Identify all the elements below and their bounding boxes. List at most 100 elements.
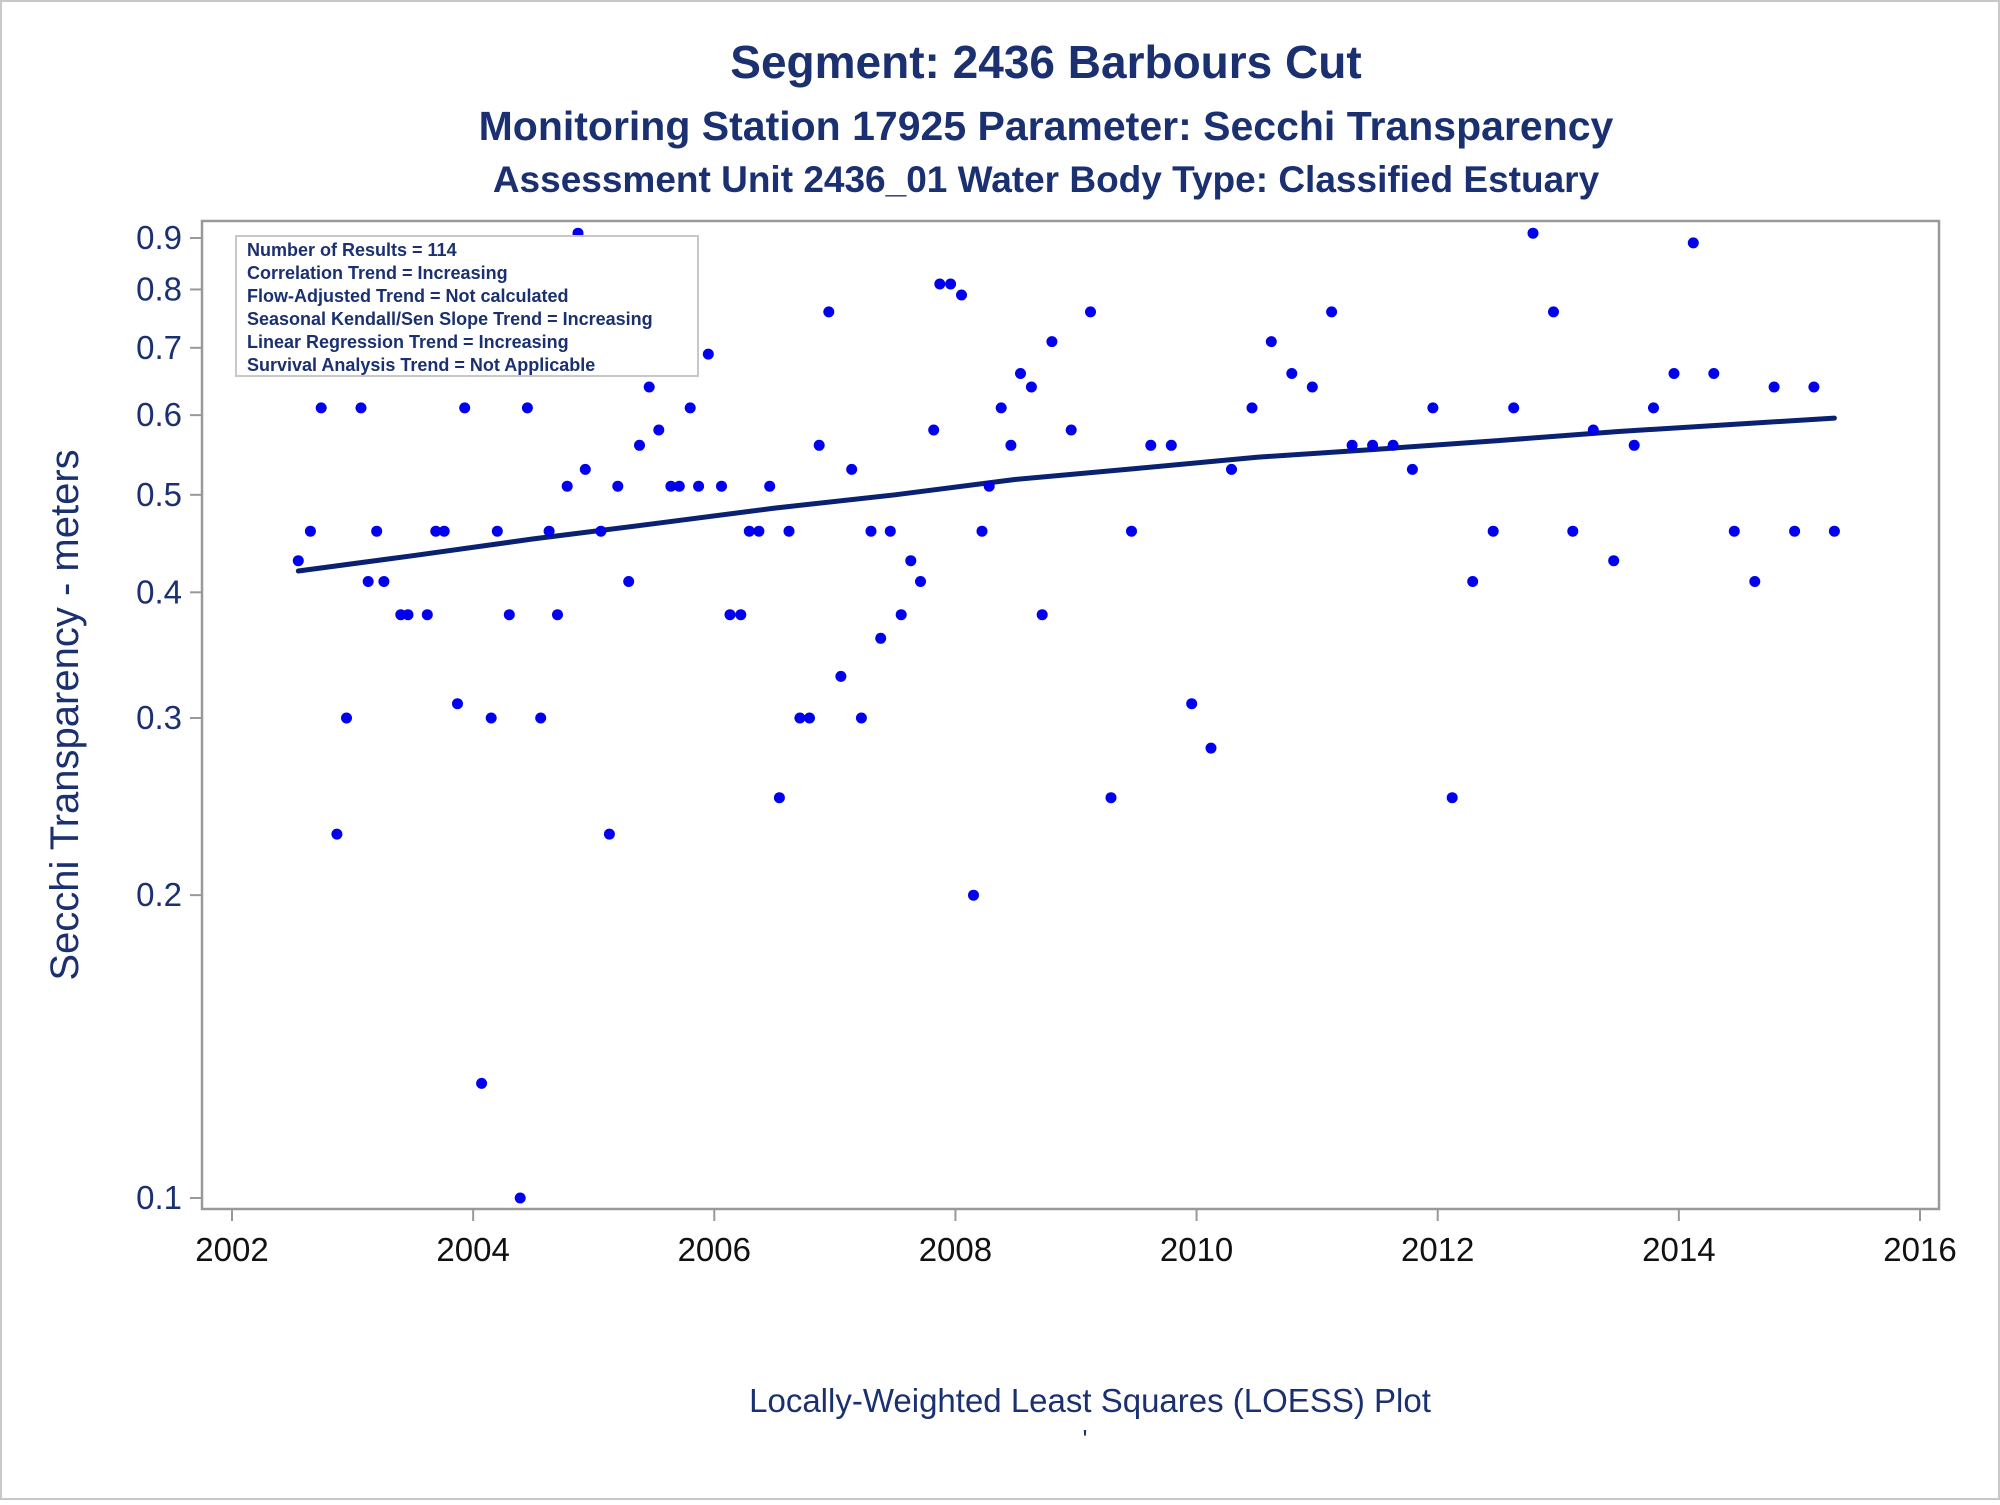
stats-box: Number of Results = 114 Correlation Tren… — [235, 235, 699, 377]
plot-area-frame — [200, 219, 1941, 1211]
data-point — [764, 480, 776, 492]
data-point — [1467, 576, 1479, 587]
data-point — [1508, 402, 1520, 414]
data-point — [724, 609, 736, 621]
data-point — [1036, 609, 1048, 621]
data-point — [378, 576, 390, 587]
data-point — [421, 609, 433, 621]
footnote: Locally-Weighted Least Squares (LOESS) P… — [749, 1382, 1431, 1419]
data-point — [753, 525, 765, 537]
data-point — [1648, 402, 1659, 414]
data-point — [1265, 336, 1277, 348]
data-point — [643, 381, 655, 393]
data-point — [1768, 381, 1780, 393]
data-point — [835, 670, 847, 682]
data-point — [1406, 463, 1418, 475]
data-point — [430, 525, 442, 537]
data-point — [855, 712, 867, 724]
data-point — [1687, 237, 1699, 249]
data-point — [773, 792, 785, 804]
data-point — [928, 424, 940, 436]
data-point — [673, 480, 685, 492]
data-point — [813, 439, 825, 451]
stats-line-results: Number of Results = 114 — [247, 240, 457, 260]
data-point — [684, 402, 696, 414]
data-point — [665, 480, 677, 492]
data-point — [315, 402, 327, 414]
data-point — [603, 828, 615, 840]
chart-subtitle-2: Assessment Unit 2436_01 Water Body Type:… — [493, 159, 1600, 200]
y-tick-label: 0.6 — [136, 396, 182, 433]
data-point — [341, 712, 352, 724]
trend-line — [295, 415, 1837, 574]
data-point — [794, 712, 806, 724]
data-point — [823, 306, 835, 318]
data-point — [595, 525, 607, 537]
y-tick-label: 0.5 — [136, 476, 182, 513]
data-point — [976, 525, 988, 537]
data-point — [1427, 402, 1439, 414]
stats-line-survival: Survival Analysis Trend = Not Applicable — [247, 355, 595, 375]
x-tick-label: 2016 — [1883, 1231, 1956, 1268]
data-point — [485, 712, 497, 724]
data-point — [1286, 368, 1298, 379]
y-tick-label: 0.3 — [136, 699, 182, 736]
y-tick-label: 0.1 — [136, 1179, 182, 1216]
data-point — [1548, 306, 1559, 318]
data-points — [292, 227, 1840, 1204]
data-point — [1628, 439, 1640, 451]
data-point — [702, 348, 714, 360]
stats-line-correlation: Correlation Trend = Increasing — [247, 263, 508, 283]
data-point — [452, 698, 463, 710]
x-tick-label: 2004 — [436, 1231, 509, 1268]
y-tick-label: 0.4 — [136, 573, 182, 610]
data-point — [1205, 742, 1217, 754]
data-point — [521, 402, 533, 414]
x-axis: 2002 2004 2006 2008 2010 2012 2014 2016 — [195, 1209, 1957, 1268]
data-point — [438, 525, 450, 537]
data-point — [1165, 439, 1177, 451]
data-point — [1708, 368, 1720, 379]
data-point — [1025, 381, 1037, 393]
data-point — [1226, 463, 1237, 475]
data-point — [1387, 439, 1399, 451]
data-point — [634, 439, 645, 451]
data-point — [1446, 792, 1458, 804]
data-point — [1587, 424, 1599, 436]
data-point — [1749, 576, 1761, 587]
x-tick-label: 2008 — [919, 1231, 992, 1268]
stats-line-flow-adjusted: Flow-Adjusted Trend = Not calculated — [247, 286, 569, 306]
data-point — [1527, 227, 1539, 239]
stats-line-linear-regression: Linear Regression Trend = Increasing — [247, 332, 569, 352]
data-point — [503, 609, 515, 621]
data-point — [514, 1192, 526, 1204]
y-axis-label: Secchi Transparency - meters — [43, 449, 87, 980]
data-point — [1326, 306, 1338, 318]
data-point — [623, 576, 635, 587]
data-point — [371, 525, 383, 537]
data-point — [535, 712, 547, 724]
data-point — [1668, 368, 1680, 379]
data-point — [459, 402, 471, 414]
stats-box-frame — [235, 235, 699, 377]
y-tick-label: 0.2 — [136, 876, 182, 913]
data-point — [1789, 525, 1801, 537]
data-point — [331, 828, 343, 840]
y-tick-label: 0.8 — [136, 270, 182, 307]
data-point — [968, 889, 979, 901]
data-point — [983, 480, 995, 492]
data-point — [362, 576, 374, 587]
data-point — [1085, 306, 1096, 318]
data-point — [895, 609, 907, 621]
trend-line-group — [295, 415, 1837, 574]
data-point — [865, 525, 877, 537]
y-axis: 0.1 0.2 0.3 0.4 0.5 0.6 0.7 0.8 0.9 — [136, 219, 202, 1216]
data-point — [1046, 336, 1058, 348]
data-point — [735, 609, 747, 621]
data-point — [402, 609, 414, 621]
data-point — [552, 609, 563, 621]
x-tick-label: 2002 — [195, 1231, 268, 1268]
data-point — [783, 525, 795, 537]
